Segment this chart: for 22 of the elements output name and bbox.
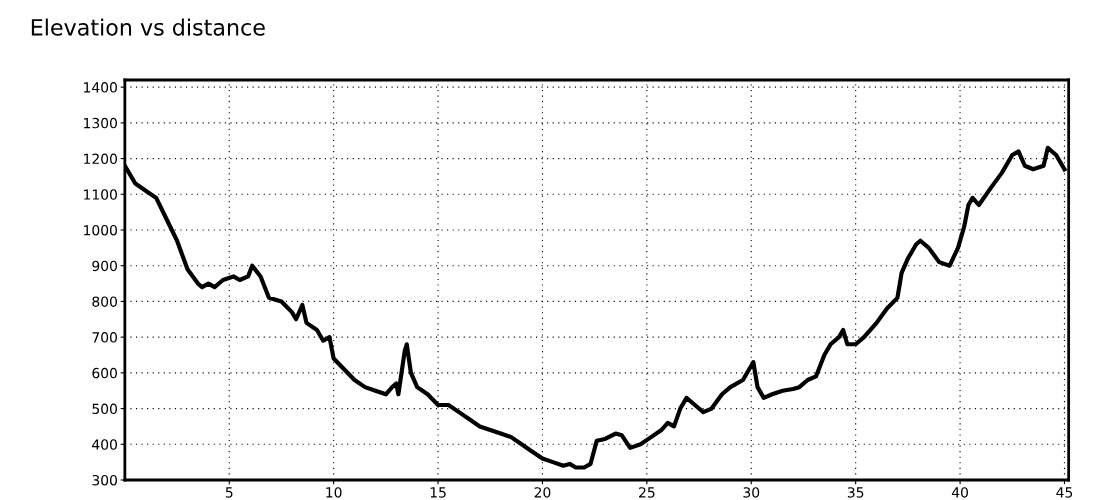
- x-tick-label: 20: [534, 487, 551, 498]
- y-tick-label: 1000: [84, 224, 117, 236]
- x-tick-label: 15: [430, 487, 446, 498]
- y-tick-label: 700: [92, 332, 117, 343]
- y-tick-label: 800: [92, 296, 117, 307]
- y-tick-label: 300: [92, 474, 117, 486]
- y-tick-label: 900: [92, 260, 117, 272]
- y-tick-label: 1200: [84, 153, 117, 165]
- x-tick-label: 5: [225, 487, 233, 498]
- y-tick-label: 500: [92, 403, 117, 415]
- x-tick-label: 35: [847, 487, 864, 498]
- x-tick-label: 45: [1056, 487, 1073, 498]
- x-tick-label: 30: [743, 487, 760, 498]
- y-tick-label: 1400: [84, 82, 117, 93]
- x-tick-label: 10: [326, 487, 342, 498]
- y-tick-label: 600: [92, 367, 117, 379]
- y-tick-label: 1100: [84, 189, 117, 200]
- y-tick-label: 400: [92, 439, 117, 450]
- y-tick-label: 1300: [84, 117, 117, 129]
- x-tick-label: 40: [951, 487, 968, 498]
- x-tick-label: 25: [639, 487, 655, 498]
- chart-title: Elevation vs distance: [31, 18, 265, 36]
